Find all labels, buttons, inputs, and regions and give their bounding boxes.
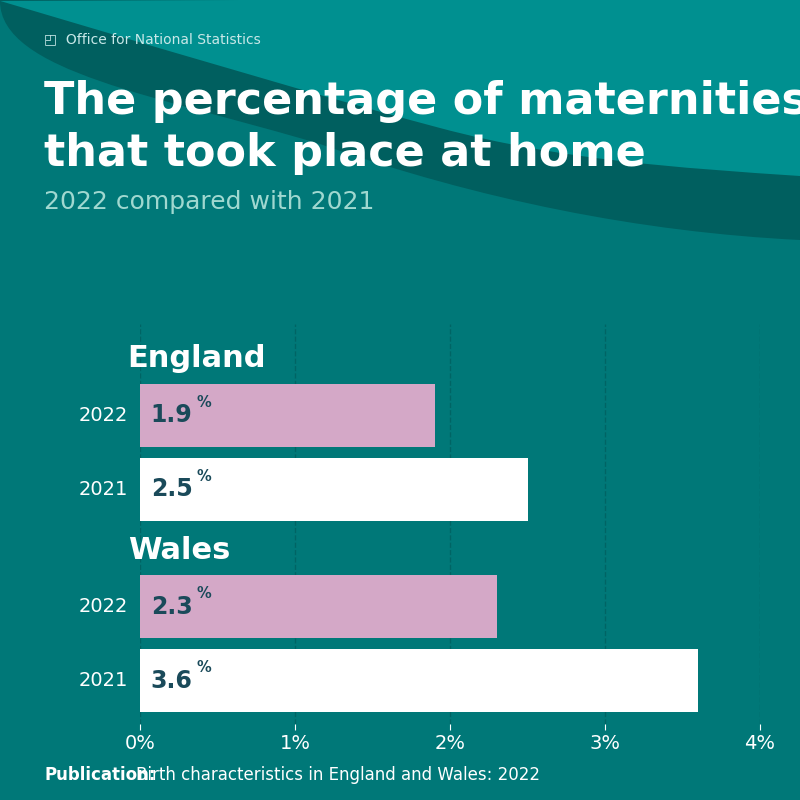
Text: 2022: 2022: [78, 597, 128, 616]
Text: %: %: [197, 469, 211, 484]
Text: %: %: [197, 394, 211, 410]
Text: 2021: 2021: [78, 671, 128, 690]
Text: %: %: [197, 586, 211, 601]
Text: 3.6: 3.6: [151, 669, 193, 693]
Text: that took place at home: that took place at home: [44, 132, 646, 175]
Text: %: %: [197, 660, 211, 675]
Text: 2022: 2022: [78, 406, 128, 425]
Text: ◰  Office for National Statistics: ◰ Office for National Statistics: [44, 32, 261, 46]
Text: 2.5: 2.5: [151, 478, 193, 502]
Text: 2.3: 2.3: [151, 594, 193, 618]
Text: 1.9: 1.9: [151, 403, 193, 427]
Text: Wales: Wales: [128, 535, 230, 565]
Text: 2022 compared with 2021: 2022 compared with 2021: [44, 190, 374, 214]
Bar: [140, 458, 527, 521]
Text: Publication:: Publication:: [44, 766, 155, 784]
Text: Birth characteristics in England and Wales: 2022: Birth characteristics in England and Wal…: [136, 766, 540, 784]
Bar: [140, 575, 497, 638]
Text: The percentage of maternities: The percentage of maternities: [44, 80, 800, 123]
Bar: [140, 650, 698, 712]
PathPatch shape: [240, 0, 800, 176]
PathPatch shape: [0, 0, 800, 240]
Text: England: England: [128, 344, 266, 374]
Bar: [140, 384, 434, 446]
Text: 2021: 2021: [78, 480, 128, 498]
